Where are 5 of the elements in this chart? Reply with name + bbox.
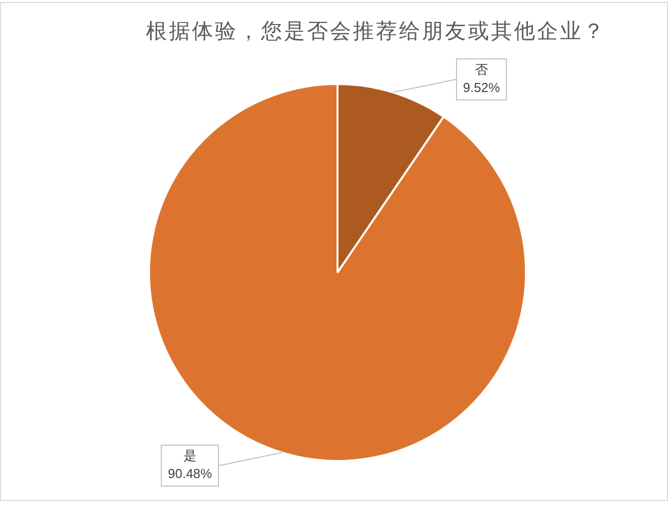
slice-label: 是: [183, 448, 196, 464]
data-label: 9.52%: [463, 80, 500, 95]
data-label: 90.48%: [168, 466, 212, 482]
chart-title: 根据体验，您是否会推荐给朋友或其他企业？: [145, 19, 607, 45]
slice-label: 否: [474, 62, 488, 77]
